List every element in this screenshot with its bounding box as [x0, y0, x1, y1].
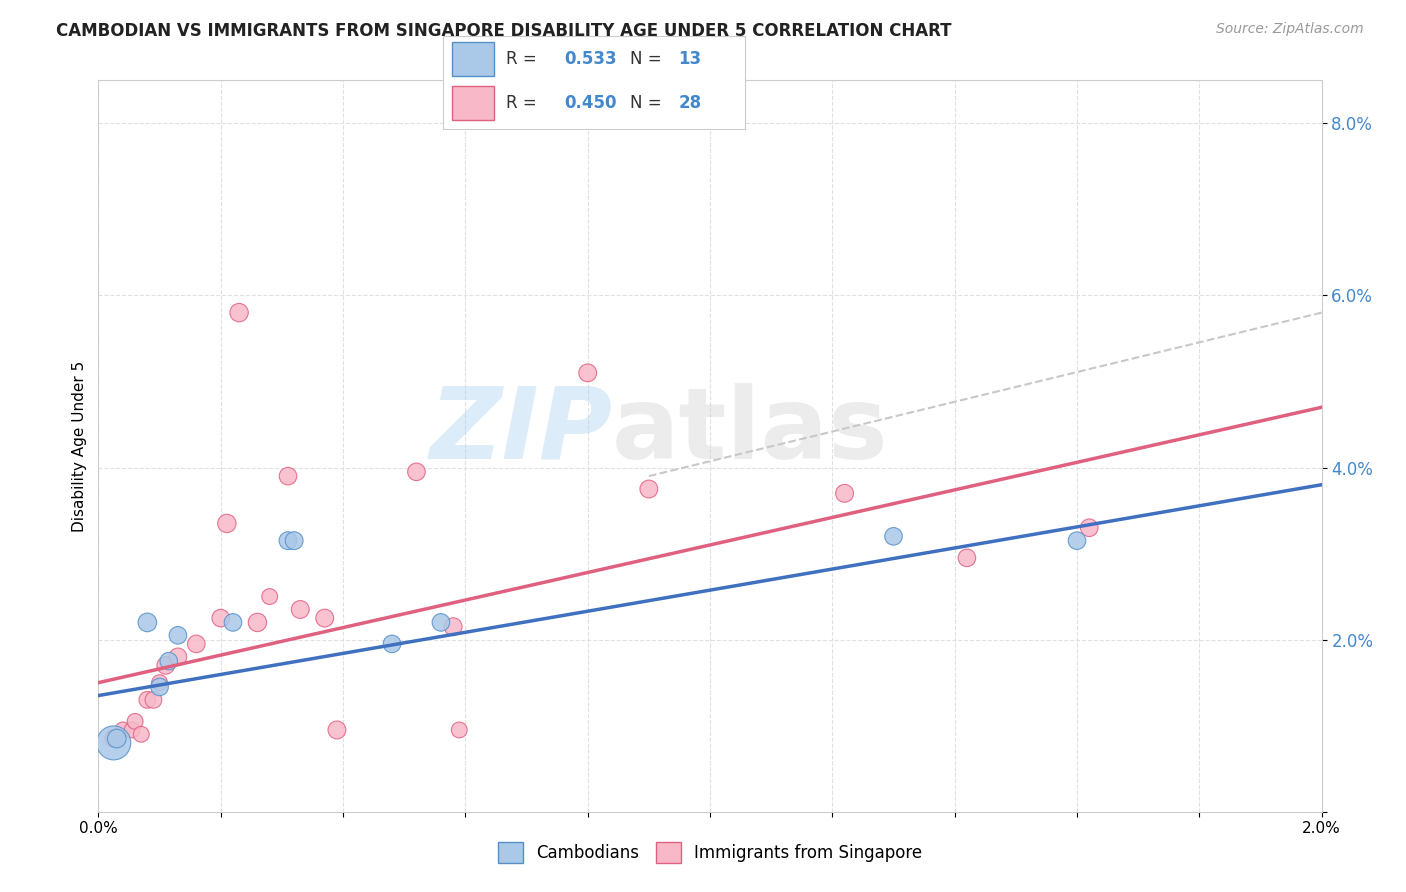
Point	[1078, 521, 1101, 535]
Point	[381, 637, 404, 651]
Text: 0.450: 0.450	[564, 95, 616, 112]
Point	[136, 693, 159, 707]
Text: R =: R =	[506, 50, 543, 68]
Point	[576, 366, 599, 380]
Point	[149, 680, 172, 694]
Text: N =: N =	[630, 50, 668, 68]
FancyBboxPatch shape	[451, 42, 495, 76]
Point	[290, 602, 312, 616]
Point	[834, 486, 856, 500]
Point	[326, 723, 349, 737]
Point	[637, 482, 661, 496]
Point	[157, 654, 180, 668]
Point	[103, 736, 125, 750]
Text: Source: ZipAtlas.com: Source: ZipAtlas.com	[1216, 22, 1364, 37]
Text: CAMBODIAN VS IMMIGRANTS FROM SINGAPORE DISABILITY AGE UNDER 5 CORRELATION CHART: CAMBODIAN VS IMMIGRANTS FROM SINGAPORE D…	[56, 22, 952, 40]
Text: 13: 13	[679, 50, 702, 68]
Point	[405, 465, 427, 479]
Point	[883, 529, 905, 543]
Point	[167, 649, 190, 664]
Point	[129, 727, 152, 741]
Point	[105, 731, 128, 746]
Point	[246, 615, 269, 630]
Point	[956, 550, 979, 565]
Point	[103, 731, 125, 746]
Point	[277, 469, 299, 483]
Text: N =: N =	[630, 95, 668, 112]
Point	[449, 723, 471, 737]
Point	[111, 723, 134, 737]
Point	[155, 658, 177, 673]
Point	[209, 611, 232, 625]
Point	[283, 533, 305, 548]
Point	[430, 615, 453, 630]
Point	[215, 516, 238, 531]
Point	[314, 611, 336, 625]
Point	[277, 533, 299, 548]
Point	[167, 628, 190, 642]
Point	[136, 615, 159, 630]
Text: 0.533: 0.533	[564, 50, 616, 68]
FancyBboxPatch shape	[451, 87, 495, 120]
Text: atlas: atlas	[612, 383, 889, 480]
Point	[441, 620, 464, 634]
Point	[149, 675, 172, 690]
Point	[186, 637, 208, 651]
Point	[124, 714, 146, 729]
Y-axis label: Disability Age Under 5: Disability Age Under 5	[72, 360, 87, 532]
Point	[121, 723, 143, 737]
Point	[142, 693, 165, 707]
Text: R =: R =	[506, 95, 543, 112]
Point	[259, 590, 281, 604]
Text: ZIP: ZIP	[429, 383, 612, 480]
Point	[222, 615, 245, 630]
Legend: Cambodians, Immigrants from Singapore: Cambodians, Immigrants from Singapore	[491, 836, 929, 869]
Text: 28: 28	[679, 95, 702, 112]
Point	[228, 305, 250, 319]
Point	[1066, 533, 1088, 548]
